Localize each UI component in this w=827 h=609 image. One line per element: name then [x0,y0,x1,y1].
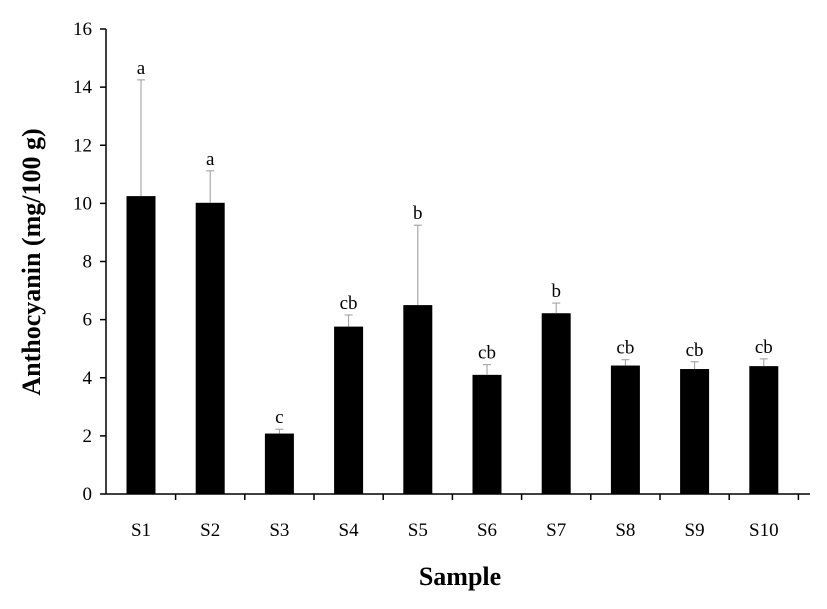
significance-label-s9: cb [686,340,704,361]
y-tick-label: 8 [83,252,93,273]
x-axis-title: Sample [419,562,501,591]
x-tick-label-s9: S9 [685,520,705,541]
axes-layer [100,28,810,500]
x-tick-label-s7: S7 [546,520,566,541]
bar-s5 [403,305,433,494]
bar-s3 [264,433,294,494]
significance-label-s3: c [275,407,283,428]
y-tick-label: 0 [83,484,93,505]
bar-s7 [541,313,571,494]
bar-s4 [334,326,364,494]
significance-label-s2: a [206,149,215,170]
x-tick-label-s1: S1 [131,520,151,541]
bar-s6 [472,374,502,494]
bar-s2 [195,202,225,494]
y-tick-label: 2 [83,426,93,447]
y-tick-label: 4 [83,368,93,389]
y-axis-title: Anthocyanin (mg/100 g) [17,128,46,395]
significance-label-s8: cb [616,338,634,359]
x-tick-label-s4: S4 [339,520,360,541]
bars-layer [126,196,779,494]
y-tick-label: 16 [73,19,92,40]
error-bars-layer [137,79,768,434]
significance-label-s5: b [413,203,423,224]
significance-label-s4: cb [340,293,358,314]
x-tick-label-s2: S2 [200,520,220,541]
y-tick-label: 6 [83,310,93,331]
x-tick-label-s8: S8 [615,520,635,541]
x-tick-label-s6: S6 [477,520,497,541]
y-tick-label: 12 [73,135,92,156]
y-tick-label: 10 [73,193,92,214]
bar-s8 [610,365,640,494]
labels-layer: 0 2 4 6 8 10 12 14 16 S1 S2 S3 S4 S5 S6 S7 S8 S9 S10 a a c cb b… [73,19,779,541]
significance-label-s6: cb [478,343,496,364]
significance-label-s1: a [137,58,146,79]
bar-s1 [126,196,156,494]
bar-s9 [680,369,710,494]
x-tick-label-s3: S3 [269,520,289,541]
x-tick-label-s5: S5 [408,520,428,541]
y-tick-label: 14 [73,77,93,98]
significance-label-s10: cb [755,337,773,358]
bar-s10 [749,366,779,494]
significance-label-s7: b [551,281,561,302]
x-tick-label-s10: S10 [749,520,779,541]
